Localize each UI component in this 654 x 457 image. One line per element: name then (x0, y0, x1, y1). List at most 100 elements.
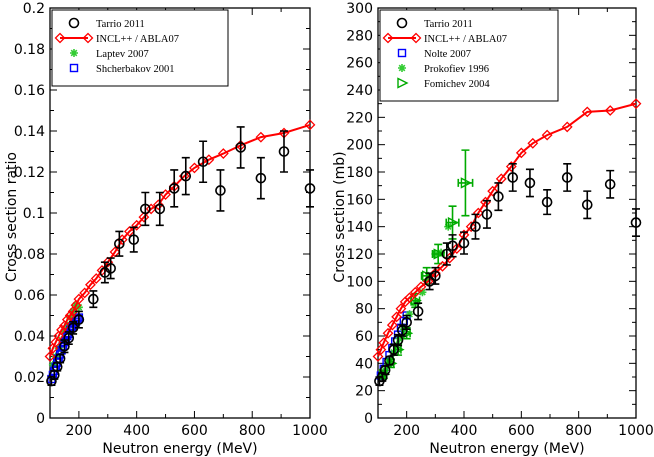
y-tick-label: 240 (346, 83, 373, 99)
x-tick-label: 1000 (292, 423, 328, 439)
data-point (495, 173, 507, 185)
data-point (44, 351, 56, 362)
data-point (255, 131, 267, 143)
data-point (404, 292, 415, 304)
y-tick-label: 220 (346, 110, 373, 126)
y-tick-label: 0.16 (14, 83, 45, 99)
error-bar (494, 182, 503, 212)
series-line (377, 102, 637, 357)
y-tick-label: 120 (346, 247, 373, 263)
data-point (424, 276, 435, 287)
legend-label: Tarrio 2011 (96, 19, 145, 30)
data-point (405, 310, 414, 319)
error-bar (106, 257, 115, 280)
y-tick-label: 260 (346, 56, 373, 72)
y-tick-label: 0.04 (14, 329, 45, 345)
y-tick-label: 20 (355, 384, 373, 400)
data-point (460, 177, 472, 189)
error-bar (100, 261, 109, 284)
data-point (63, 332, 75, 344)
y-tick-label: 280 (346, 28, 373, 44)
data-point (255, 172, 267, 184)
legend-marker (54, 32, 66, 44)
y-tick-label: 300 (346, 1, 373, 17)
data-point (524, 177, 536, 189)
data-point (131, 219, 143, 231)
y-tick-label: 0.06 (14, 288, 45, 304)
data-point (409, 286, 421, 298)
legend-label: Shcherbakov 2001 (96, 64, 174, 75)
data-point (630, 217, 642, 228)
data-point (160, 189, 171, 200)
x-tick-label: 600 (508, 423, 535, 439)
error-bar (448, 234, 457, 258)
y-tick-label: 0.12 (14, 165, 45, 181)
data-point (604, 179, 616, 190)
legend-item: Shcherbakov 2001 (69, 63, 174, 75)
error-bar (543, 188, 552, 216)
legend-item: Tarrio 2011 (68, 17, 145, 30)
error-bar (632, 208, 640, 238)
data-point (154, 203, 166, 215)
data-point (401, 317, 412, 328)
error-bar (431, 266, 440, 285)
y-tick-label: 0.18 (14, 42, 45, 58)
error-bar (216, 169, 225, 212)
error-bar (508, 163, 517, 192)
data-point (114, 238, 125, 250)
data-point (47, 342, 59, 354)
error-bar (236, 126, 245, 169)
error-bar (280, 130, 288, 173)
data-point (79, 287, 91, 299)
data-point (604, 105, 616, 116)
data-point (73, 314, 85, 325)
legend-label: Prokofiev 1996 (424, 64, 489, 75)
data-point (304, 183, 316, 194)
x-tick-label: 800 (239, 423, 266, 439)
error-bar (129, 226, 138, 253)
data-point (105, 263, 116, 274)
legend: Tarrio 2011 INCL++ / ABLA07 Nolte 2007 Prok… (379, 9, 559, 102)
y-tick-label: 0.08 (14, 247, 45, 263)
data-point (481, 209, 493, 220)
error-bar (482, 199, 491, 229)
legend-label: Fomichev 2004 (424, 79, 490, 90)
error-bar (170, 169, 179, 208)
y-tick-label: 0.2 (23, 1, 45, 17)
data-point (487, 185, 499, 197)
data-point (433, 248, 445, 260)
data-point (444, 252, 456, 264)
data-point (447, 240, 458, 252)
data-point (128, 234, 140, 245)
y-tick-label: 0 (36, 411, 45, 427)
data-point (527, 137, 539, 149)
data-point (447, 216, 460, 229)
data-point (278, 146, 290, 157)
data-point (541, 196, 553, 208)
data-point (59, 340, 70, 352)
legend-marker (70, 49, 78, 57)
data-point (493, 191, 504, 202)
data-point (541, 129, 553, 141)
error-bar (414, 302, 423, 321)
legend-marker (397, 77, 409, 89)
y-tick-label: 180 (346, 165, 373, 181)
series-line (49, 123, 311, 357)
error-bar (74, 310, 83, 329)
y-tick-label: 0.02 (14, 370, 45, 386)
error-bar (306, 169, 314, 208)
legend-marker (410, 32, 422, 44)
data-point (379, 364, 391, 376)
error-bar (583, 190, 592, 220)
data-point (90, 273, 102, 285)
data-point (54, 353, 66, 364)
data-point (418, 288, 427, 297)
y-tick-label: 100 (346, 274, 373, 290)
chart-panel-1: 0 0.02 0.04 0.06 0.08 0.1 0.12 0.14 0.16 0.18 0.2 2… (4, 1, 328, 457)
data-point (397, 325, 408, 336)
error-bar (155, 191, 164, 227)
y-tick-label: 0.14 (14, 124, 45, 140)
data-point (451, 243, 463, 254)
series-tarrio-2011 (374, 163, 642, 387)
